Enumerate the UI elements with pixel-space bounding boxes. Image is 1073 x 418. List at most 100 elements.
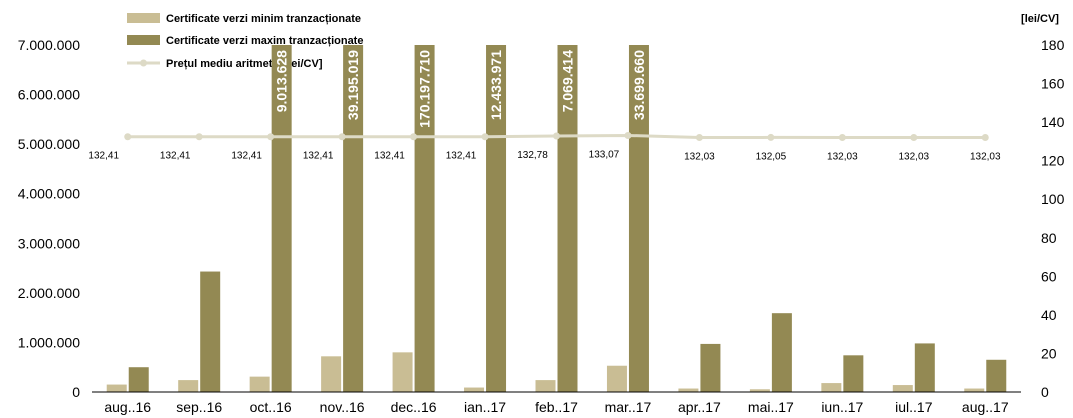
price-data-label: 132,41 xyxy=(303,151,334,162)
x-axis: aug..16 sep..16 oct..16 nov..16 dec..16 ian..… xyxy=(104,399,1008,415)
bar-min-traded xyxy=(249,376,270,392)
price-point xyxy=(838,133,846,141)
bar-max-value-label: 39.195.019 xyxy=(345,50,361,120)
price-data-label: 132,41 xyxy=(160,151,191,162)
bar-value-labels: 9.013.628 39.195.019 170.197.710 12.433.971… xyxy=(274,50,647,128)
price-point xyxy=(624,131,632,139)
right-axis-tick-label: 60 xyxy=(1041,268,1057,284)
bar-min-traded xyxy=(178,380,199,392)
left-axis-tick-label: 1.000.000 xyxy=(18,334,80,350)
left-axis-tick-label: 5.000.000 xyxy=(18,136,80,152)
legend-entry-label: Prețul mediu aritmetic [lei/CV] xyxy=(166,58,323,70)
price-data-label: 132,03 xyxy=(899,151,930,162)
x-axis-tick-label: apr..17 xyxy=(678,399,721,415)
right-axis-tick-label: 0 xyxy=(1041,384,1049,400)
price-data-label: 132,41 xyxy=(88,151,119,162)
right-axis-tick-label: 40 xyxy=(1041,307,1057,323)
bar-max-traded xyxy=(843,355,864,392)
bar-min-traded xyxy=(321,356,342,392)
bar-max-value-label: 12.433.971 xyxy=(488,50,504,120)
legend-marker xyxy=(140,59,147,67)
bar-min-traded xyxy=(749,389,770,392)
right-axis-tick-label: 20 xyxy=(1041,345,1057,361)
price-point xyxy=(553,132,560,140)
bar-max-traded xyxy=(628,45,649,392)
legend: Certificate verzi minim tranzacționate Ce… xyxy=(127,13,363,70)
price-data-label: 133,07 xyxy=(589,149,620,160)
x-axis-tick-label: aug..17 xyxy=(962,399,1009,415)
price-point xyxy=(910,133,918,141)
bar-max-value-label: 7.069.414 xyxy=(560,50,576,112)
bar-max-traded xyxy=(914,343,935,392)
x-axis-tick-label: iul..17 xyxy=(895,399,933,415)
right-axis-unit-label: [lei/CV] xyxy=(1021,13,1059,25)
x-axis-tick-label: feb..17 xyxy=(535,399,578,415)
right-axis-tick-label: 140 xyxy=(1041,114,1065,130)
price-data-label: 132,41 xyxy=(231,151,262,162)
bar-min-traded xyxy=(821,383,842,392)
bar-min-traded xyxy=(678,388,699,392)
legend-entry-label: Certificate verzi maxim tranzacționate xyxy=(166,35,363,47)
bar-max-traded xyxy=(486,45,507,392)
bar-min-traded xyxy=(392,352,413,392)
price-data-label: 132,03 xyxy=(827,151,858,162)
left-axis: 0 1.000.000 2.000.000 3.000.000 4.000.000 5.0… xyxy=(18,37,81,400)
price-point xyxy=(695,133,703,141)
bar-max-traded xyxy=(700,343,721,392)
x-axis-tick-label: sep..16 xyxy=(176,399,222,415)
right-axis: 0 20 40 60 80 100 120 140 160 180 xyxy=(1041,37,1065,400)
x-axis-tick-label: nov..16 xyxy=(320,399,365,415)
bar-min-traded xyxy=(535,380,556,392)
right-axis-tick-label: 100 xyxy=(1041,191,1065,207)
bar-max-traded xyxy=(414,45,435,392)
x-axis-tick-label: oct..16 xyxy=(250,399,292,415)
price-line: 132,41 132,41 132,41 132,41 132,41 132,41 132,… xyxy=(88,131,1001,162)
bars xyxy=(106,45,1007,392)
bar-max-traded xyxy=(771,313,792,392)
price-point xyxy=(981,133,989,141)
price-data-label: 132,05 xyxy=(756,151,787,162)
bar-max-traded xyxy=(986,359,1007,392)
price-data-label: 132,78 xyxy=(517,150,548,161)
legend-swatch xyxy=(127,35,160,45)
bar-max-traded xyxy=(343,45,364,392)
price-data-label: 132,41 xyxy=(374,151,405,162)
bar-min-traded xyxy=(892,385,913,392)
legend-swatch xyxy=(127,13,160,23)
bar-min-traded xyxy=(606,365,627,392)
left-axis-tick-label: 3.000.000 xyxy=(18,235,80,251)
x-axis-tick-label: mar..17 xyxy=(605,399,652,415)
bar-min-traded xyxy=(464,387,485,392)
x-axis-tick-label: dec..16 xyxy=(391,399,437,415)
bar-min-traded xyxy=(964,388,985,392)
left-axis-tick-label: 0 xyxy=(72,384,80,400)
price-point xyxy=(124,133,132,141)
price-point xyxy=(767,133,775,141)
left-axis-tick-label: 6.000.000 xyxy=(18,87,80,103)
x-axis-tick-label: mai..17 xyxy=(748,399,794,415)
price-data-label: 132,03 xyxy=(684,151,715,162)
right-axis-tick-label: 80 xyxy=(1041,230,1057,246)
bar-max-value-label: 170.197.710 xyxy=(417,50,433,128)
price-point xyxy=(338,133,346,141)
x-axis-tick-label: ian..17 xyxy=(464,399,506,415)
price-point xyxy=(195,133,203,141)
bar-min-traded xyxy=(106,384,127,392)
price-data-label: 132,03 xyxy=(970,151,1001,162)
right-axis-tick-label: 120 xyxy=(1041,153,1065,169)
bar-max-traded xyxy=(271,45,292,392)
bar-max-traded xyxy=(128,367,149,392)
x-axis-tick-label: aug..16 xyxy=(104,399,151,415)
price-point xyxy=(481,133,489,141)
bar-max-traded xyxy=(557,45,578,392)
right-axis-tick-label: 160 xyxy=(1041,76,1065,92)
left-axis-tick-label: 2.000.000 xyxy=(18,285,80,301)
left-axis-tick-label: 4.000.000 xyxy=(18,186,80,202)
price-point xyxy=(267,133,275,141)
left-axis-tick-label: 7.000.000 xyxy=(18,37,80,53)
x-axis-tick-label: iun..17 xyxy=(821,399,863,415)
legend-entry-label: Certificate verzi minim tranzacționate xyxy=(166,13,361,25)
bar-max-value-label: 33.699.660 xyxy=(631,50,647,120)
bar-max-value-label: 9.013.628 xyxy=(274,50,290,112)
